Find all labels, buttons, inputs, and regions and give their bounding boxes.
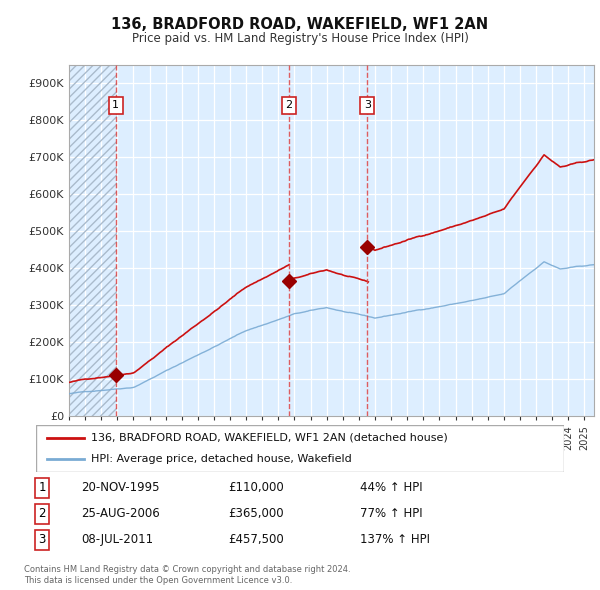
Text: 08-JUL-2011: 08-JUL-2011 [81,533,153,546]
Text: 44% ↑ HPI: 44% ↑ HPI [360,481,422,494]
Text: Price paid vs. HM Land Registry's House Price Index (HPI): Price paid vs. HM Land Registry's House … [131,32,469,45]
Text: HPI: Average price, detached house, Wakefield: HPI: Average price, detached house, Wake… [91,454,352,464]
Text: 136, BRADFORD ROAD, WAKEFIELD, WF1 2AN: 136, BRADFORD ROAD, WAKEFIELD, WF1 2AN [112,17,488,31]
Text: £457,500: £457,500 [228,533,284,546]
Text: 2: 2 [38,507,46,520]
Text: £365,000: £365,000 [228,507,284,520]
Text: 20-NOV-1995: 20-NOV-1995 [81,481,160,494]
Text: 1: 1 [38,481,46,494]
Bar [69,65,116,416]
Text: 2: 2 [285,100,292,110]
Text: 25-AUG-2006: 25-AUG-2006 [81,507,160,520]
Text: 137% ↑ HPI: 137% ↑ HPI [360,533,430,546]
Text: 136, BRADFORD ROAD, WAKEFIELD, WF1 2AN (detached house): 136, BRADFORD ROAD, WAKEFIELD, WF1 2AN (… [91,432,448,442]
Text: 3: 3 [364,100,371,110]
Text: Contains HM Land Registry data © Crown copyright and database right 2024.
This d: Contains HM Land Registry data © Crown c… [24,565,350,585]
Text: 3: 3 [38,533,46,546]
Text: 1: 1 [112,100,119,110]
Text: £110,000: £110,000 [228,481,284,494]
Text: 77% ↑ HPI: 77% ↑ HPI [360,507,422,520]
